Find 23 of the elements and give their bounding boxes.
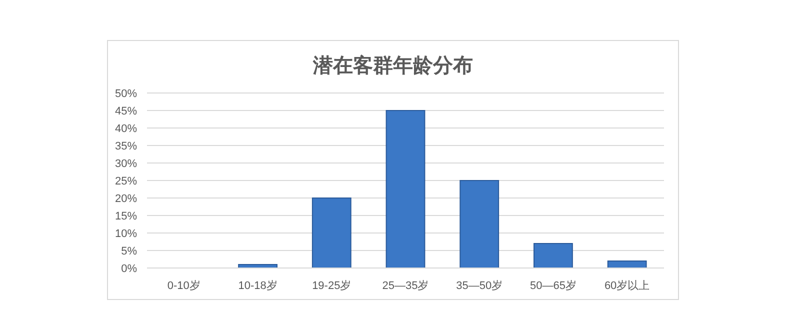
bar [534, 243, 573, 268]
x-tick-label: 19-25岁 [312, 280, 352, 292]
bar [460, 180, 500, 268]
x-tick-label: 25—35岁 [382, 280, 429, 292]
y-tick-label: 10% [114, 228, 138, 240]
chart-title: 潜在客群年龄分布 [312, 53, 473, 77]
bar [312, 198, 352, 268]
y-tick-label: 35% [114, 140, 138, 152]
y-tick-label: 45% [114, 106, 138, 118]
x-tick-label: 60岁以上 [604, 279, 650, 292]
y-tick-label: 5% [121, 246, 138, 258]
y-tick-label: 20% [114, 193, 138, 205]
y-tick-label: 50% [114, 88, 138, 100]
y-tick-label: 25% [114, 176, 138, 188]
bar [386, 110, 426, 268]
y-tick-label: 15% [114, 210, 138, 222]
x-tick-label: 50—65岁 [530, 280, 576, 292]
x-tick-label: 0-10岁 [167, 280, 200, 292]
x-tick-label: 35—50岁 [456, 280, 503, 292]
x-tick-label: 10-18岁 [238, 280, 278, 292]
y-tick-label: 40% [114, 123, 138, 135]
y-tick-label: 0% [121, 263, 138, 275]
y-tick-label: 30% [114, 158, 138, 170]
